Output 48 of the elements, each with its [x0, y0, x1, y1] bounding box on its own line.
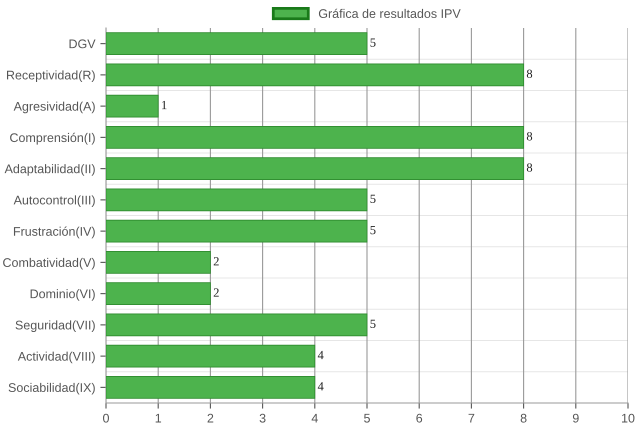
x-tick-label: 2 — [208, 414, 214, 422]
data-label: 2 — [214, 257, 219, 266]
y-tick-label: Comprensión(I) — [10, 132, 95, 145]
bar — [106, 94, 159, 118]
bar — [106, 344, 316, 368]
bar — [106, 188, 368, 212]
data-label: 2 — [214, 288, 219, 297]
y-tick-label: Frustración(IV) — [14, 226, 95, 238]
y-tick-label: Autocontrol(III) — [14, 195, 95, 207]
data-label: 8 — [526, 70, 532, 78]
x-tick-label: 9 — [572, 414, 579, 423]
y-tick-label: Combatividad(V) — [3, 258, 95, 270]
data-label: 5 — [370, 320, 376, 328]
bar — [106, 64, 524, 86]
x-tick-label: 4 — [312, 414, 318, 422]
bar — [106, 251, 211, 274]
y-tick-label: Adaptabilidad(II) — [4, 164, 95, 176]
x-tick-label: 0 — [103, 414, 109, 423]
y-tick-label: Seguridad(VII) — [16, 320, 95, 332]
legend-label: Gráfica de resultados IPV — [318, 8, 461, 18]
bar — [106, 314, 368, 336]
data-label: 8 — [526, 163, 532, 172]
data-label: 4 — [318, 382, 324, 390]
x-tick-label: 1 — [156, 414, 162, 422]
x-tick-label: 7 — [468, 414, 474, 422]
data-label: 5 — [370, 38, 376, 47]
data-label: 5 — [370, 226, 376, 234]
y-tick-label: Sociabilidad(IX) — [8, 382, 95, 394]
bar — [106, 282, 211, 305]
x-tick-label: 3 — [260, 414, 266, 423]
x-tick-label: 10 — [622, 414, 634, 423]
x-tick-label: 5 — [364, 414, 370, 423]
bar — [106, 32, 368, 55]
x-tick-label: 8 — [520, 414, 527, 423]
y-tick-label: Dominio(VI) — [30, 289, 95, 301]
bar — [106, 220, 368, 242]
y-tick-label: Receptividad(R) — [6, 70, 95, 82]
bar — [106, 376, 316, 399]
y-tick-label: Actividad(VIII) — [18, 352, 95, 364]
data-label: 4 — [318, 350, 324, 360]
bar — [106, 126, 524, 149]
bar — [106, 157, 524, 180]
y-tick-label: DGV — [70, 39, 96, 48]
y-tick-label: Agresividad(A) — [14, 102, 95, 114]
x-tick-label: 6 — [416, 414, 422, 423]
data-label: 8 — [526, 132, 532, 141]
data-label: 1 — [162, 100, 166, 110]
data-label: 5 — [370, 194, 376, 204]
